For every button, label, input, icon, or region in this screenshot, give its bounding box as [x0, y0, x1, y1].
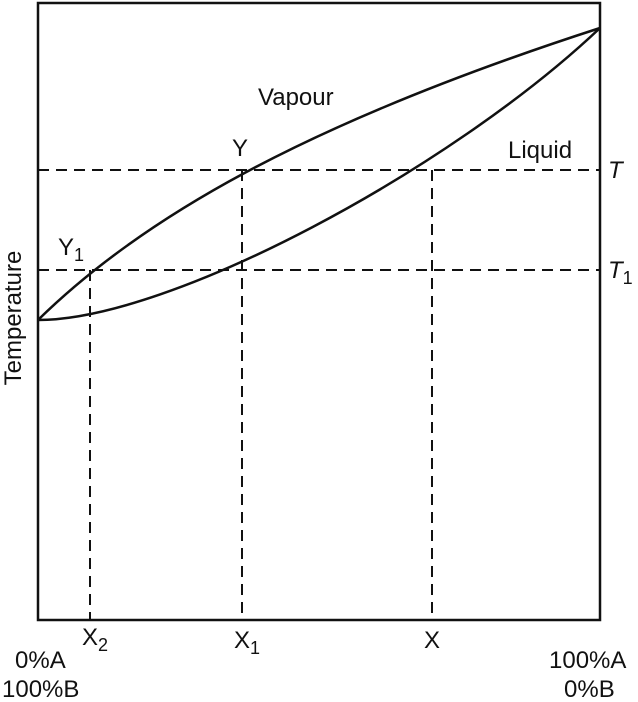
plot-frame — [36, 1, 602, 622]
vapour-curve — [37, 26, 601, 321]
point-y1-label: Y1 — [58, 234, 84, 265]
comp-x-label: X — [424, 627, 440, 654]
temp-t1-label: T1 — [608, 257, 633, 288]
vapour-label: Vapour — [258, 84, 334, 111]
liquid-label: Liquid — [508, 137, 572, 164]
left-comp-line1: 0%A — [15, 647, 66, 674]
comp-x1-label: X1 — [234, 627, 260, 658]
liquid-curve — [37, 27, 601, 322]
comp-x2-label: X2 — [82, 624, 108, 655]
y-axis-label: Temperature — [0, 251, 27, 386]
temp-t-label: T — [608, 157, 625, 184]
right-comp-line2: 0%B — [564, 676, 615, 702]
left-comp-line2: 100%B — [2, 676, 79, 702]
right-comp-line1: 100%A — [549, 647, 626, 674]
point-y-label: Y — [232, 135, 248, 162]
